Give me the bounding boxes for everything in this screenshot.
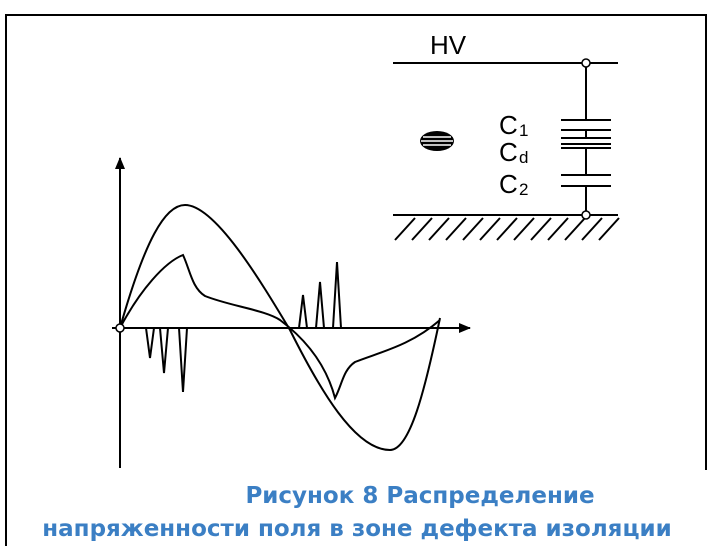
caption-line-1: Рисунок 8 Распределение (245, 483, 594, 509)
waveform (112, 157, 471, 468)
c1-label: C (499, 110, 518, 140)
caption-line-2: напряженности поля в зоне дефекта изоляц… (42, 516, 671, 542)
c2-label: C (499, 169, 518, 199)
circuit: HV C 1 C d C 2 (393, 30, 620, 241)
c1-sub: 1 (519, 121, 528, 140)
cd-label: C (499, 137, 518, 167)
c2-sub: 2 (519, 180, 528, 199)
cd-sub: d (519, 148, 528, 167)
hv-label: HV (430, 30, 467, 60)
frame (5, 14, 707, 546)
